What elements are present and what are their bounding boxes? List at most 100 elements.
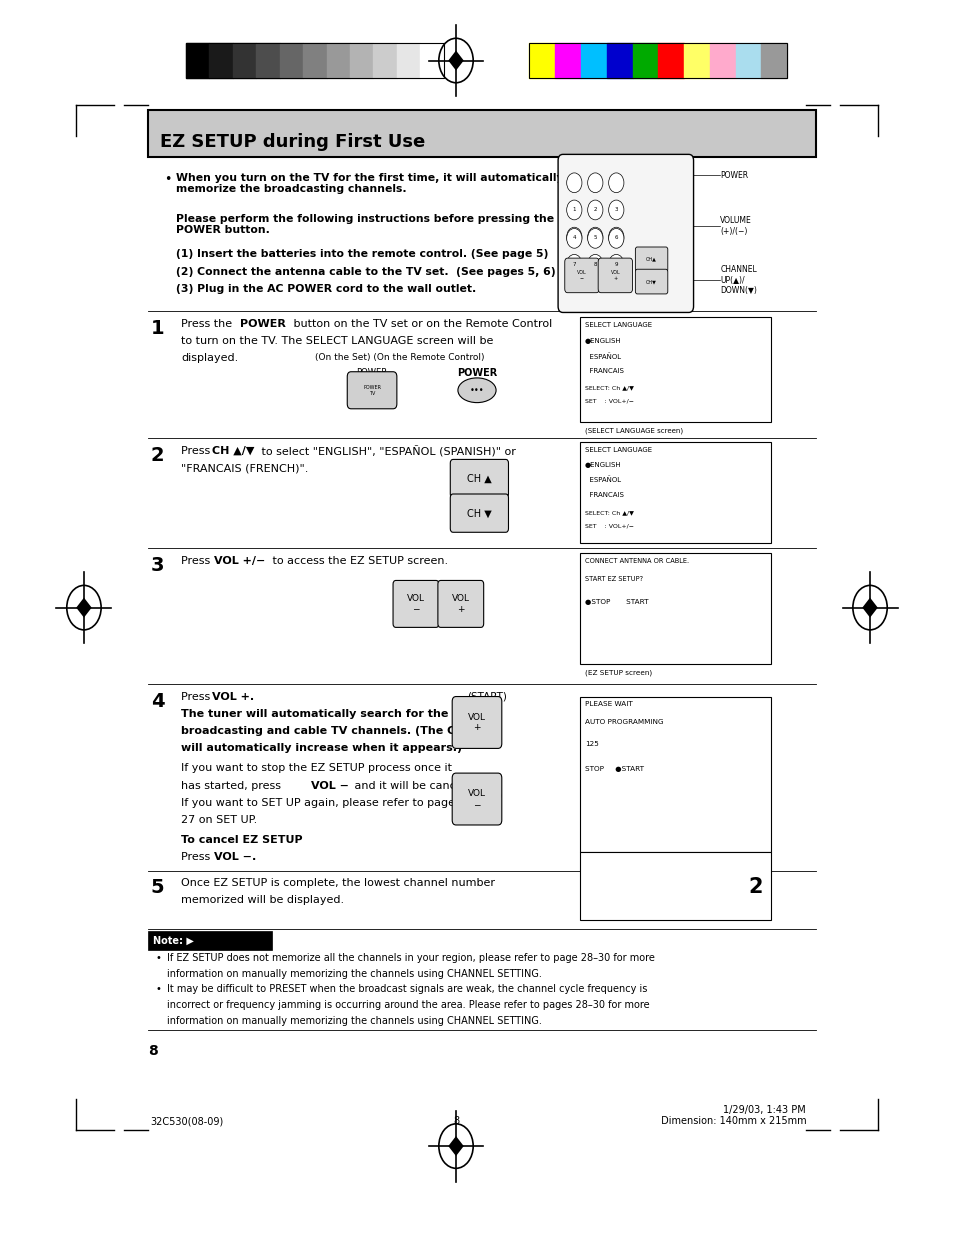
Text: (3) Plug in the AC POWER cord to the wall outlet.: (3) Plug in the AC POWER cord to the wal… [176,284,476,294]
Text: 2: 2 [748,877,762,897]
Bar [683,43,709,78]
Bar [735,43,760,78]
Text: SELECT: Ch ▲/▼: SELECT: Ch ▲/▼ [584,385,633,390]
Text: VOL
−: VOL − [577,270,586,280]
Text: POWER: POWER [456,368,497,378]
Text: Please perform the following instructions before pressing the
POWER button.: Please perform the following instruction… [176,214,554,235]
Text: SELECT LANGUAGE: SELECT LANGUAGE [584,322,651,329]
Text: ●STOP       START: ●STOP START [584,599,648,605]
Text: 1: 1 [572,207,576,212]
Text: VOL +/−: VOL +/− [213,556,265,566]
Text: to select "ENGLISH", "ESPAÑOL (SPANISH)" or: to select "ENGLISH", "ESPAÑOL (SPANISH)"… [257,446,515,457]
Text: 27 on SET UP.: 27 on SET UP. [181,815,257,825]
Bar [658,43,683,78]
Text: CH▼: CH▼ [645,279,657,284]
Text: to turn on the TV. The SELECT LANGUAGE screen will be: to turn on the TV. The SELECT LANGUAGE s… [181,336,493,346]
Text: ESPAÑOL: ESPAÑOL [584,477,620,483]
Circle shape [608,173,623,193]
Text: POWER
TV: POWER TV [363,385,380,395]
Text: FRANCAIS: FRANCAIS [584,368,623,374]
Bar [529,43,555,78]
Bar [373,43,396,78]
Text: ●ENGLISH: ●ENGLISH [584,338,620,345]
Text: 5: 5 [593,235,597,240]
Text: 3: 3 [151,556,164,574]
Bar [555,43,580,78]
Text: 1: 1 [151,319,164,337]
Text: "FRANCAIS (FRENCH)".: "FRANCAIS (FRENCH)". [181,463,309,473]
Text: If you want to SET UP again, please refer to page: If you want to SET UP again, please refe… [181,798,455,808]
Text: displayed.: displayed. [181,353,238,363]
Text: If EZ SETUP does not memorize all the channels in your region, please refer to p: If EZ SETUP does not memorize all the ch… [167,953,654,963]
Text: Press: Press [181,556,213,566]
Text: (2) Connect the antenna cable to the TV set.  (See pages 5, 6): (2) Connect the antenna cable to the TV … [176,267,556,277]
Bar [233,43,256,78]
Text: CH ▲: CH ▲ [467,474,492,484]
Bar [210,43,233,78]
Text: information on manually memorizing the channels using CHANNEL SETTING.: information on manually memorizing the c… [167,969,541,979]
Circle shape [587,173,602,193]
Bar [632,43,658,78]
FancyBboxPatch shape [393,580,438,627]
Text: If you want to stop the EZ SETUP process once it: If you want to stop the EZ SETUP process… [181,763,452,773]
Polygon shape [76,598,91,618]
Text: VOL
−: VOL − [407,594,424,614]
Bar [709,43,735,78]
Text: VOL
+: VOL + [452,594,469,614]
Text: 7: 7 [572,262,576,267]
Text: will automatically increase when it appears.): will automatically increase when it appe… [181,743,462,753]
Circle shape [566,228,581,248]
Circle shape [566,200,581,220]
Text: AUTO PROGRAMMING: AUTO PROGRAMMING [584,719,662,725]
Text: to access the EZ SETUP screen.: to access the EZ SETUP screen. [269,556,448,566]
Text: 6: 6 [614,235,618,240]
Text: 4: 4 [572,235,576,240]
Text: CONNECT ANTENNA OR CABLE.: CONNECT ANTENNA OR CABLE. [584,558,688,564]
Text: (On the Set) (On the Remote Control): (On the Set) (On the Remote Control) [314,353,484,362]
FancyBboxPatch shape [635,247,667,272]
FancyBboxPatch shape [558,154,693,312]
Text: POWER: POWER [240,319,286,329]
Text: 9: 9 [614,262,618,267]
FancyBboxPatch shape [635,269,667,294]
FancyBboxPatch shape [564,258,598,293]
Text: button on the TV set or on the Remote Control: button on the TV set or on the Remote Co… [290,319,552,329]
Text: Press the: Press the [181,319,235,329]
FancyBboxPatch shape [598,258,632,293]
Text: 5: 5 [151,878,164,897]
Polygon shape [862,598,877,618]
Text: It may be difficult to PRESET when the broadcast signals are weak, the channel c: It may be difficult to PRESET when the b… [167,984,647,994]
Text: (START): (START) [467,692,507,701]
Bar [529,43,786,78]
Text: has started, press: has started, press [181,781,284,790]
Text: broadcasting and cable TV channels. (The CH No.: broadcasting and cable TV channels. (The… [181,726,489,736]
Text: VOLUME
(+)/(−): VOLUME (+)/(−) [720,216,751,236]
Text: memorized will be displayed.: memorized will be displayed. [181,895,344,905]
Bar [579,852,770,920]
Text: •: • [155,953,161,963]
Circle shape [566,254,581,274]
Text: 125: 125 [584,741,598,747]
Text: FRANCAIS: FRANCAIS [584,492,623,498]
Text: EZ SETUP during First Use: EZ SETUP during First Use [160,132,425,151]
Text: SELECT: Ch ▲/▼: SELECT: Ch ▲/▼ [584,510,633,515]
Text: Press: Press [181,692,213,701]
Text: To cancel EZ SETUP: To cancel EZ SETUP [181,835,302,845]
Text: Note: ▶: Note: ▶ [152,936,193,946]
Text: and it will be canceled.: and it will be canceled. [351,781,483,790]
Text: CH ▲/▼: CH ▲/▼ [212,446,253,456]
Text: VOL
+: VOL + [468,713,485,732]
Text: 8: 8 [148,1044,157,1057]
Text: VOL −.: VOL −. [213,852,255,862]
Bar [419,43,443,78]
Text: 8: 8 [593,262,597,267]
Bar [606,43,632,78]
Circle shape [608,227,623,247]
Polygon shape [448,1136,463,1156]
Text: START EZ SETUP?: START EZ SETUP? [584,576,642,582]
Text: 2: 2 [593,207,597,212]
Text: (STOP): (STOP) [467,790,502,800]
Bar [760,43,786,78]
Text: VOL
−: VOL − [468,789,485,809]
Text: (1) Insert the batteries into the remote control. (See page 5): (1) Insert the batteries into the remote… [176,249,548,259]
